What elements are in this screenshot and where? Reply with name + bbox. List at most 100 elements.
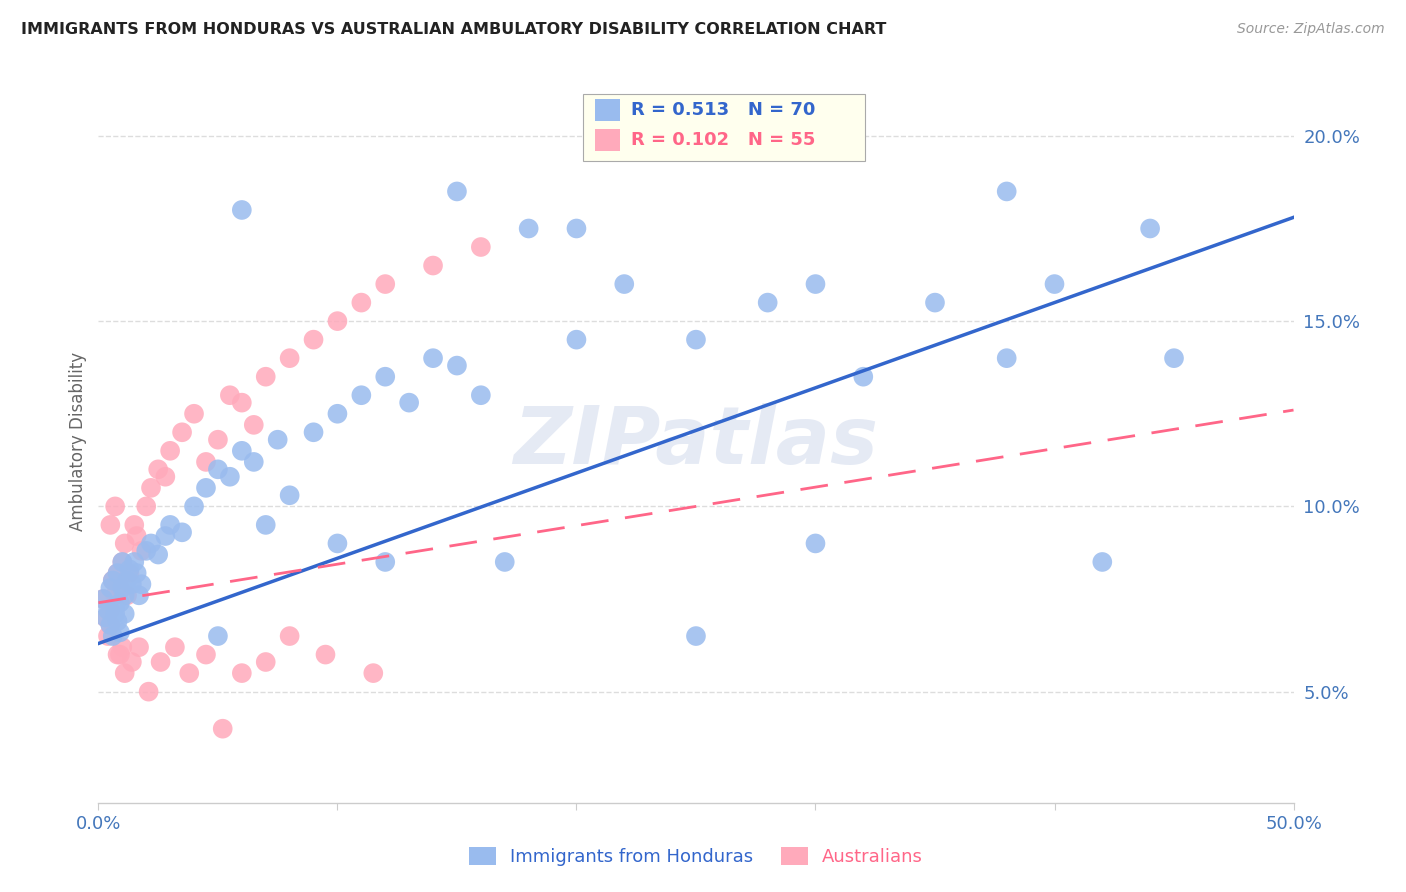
Point bbox=[685, 333, 707, 347]
Point bbox=[1139, 221, 1161, 235]
Point bbox=[756, 295, 779, 310]
Point bbox=[114, 666, 136, 681]
Point bbox=[494, 555, 516, 569]
Point bbox=[172, 425, 194, 440]
Point bbox=[326, 314, 349, 328]
Point bbox=[231, 395, 253, 409]
Point bbox=[183, 407, 205, 421]
Point bbox=[374, 555, 396, 569]
Point bbox=[121, 655, 143, 669]
Point bbox=[111, 640, 134, 655]
Point bbox=[211, 722, 233, 736]
Point bbox=[613, 277, 636, 291]
Text: IMMIGRANTS FROM HONDURAS VS AUSTRALIAN AMBULATORY DISABILITY CORRELATION CHART: IMMIGRANTS FROM HONDURAS VS AUSTRALIAN A… bbox=[21, 22, 886, 37]
Point bbox=[104, 607, 127, 621]
Point bbox=[124, 517, 146, 532]
Point bbox=[398, 395, 420, 409]
Point bbox=[231, 443, 253, 458]
Point bbox=[107, 614, 129, 628]
Point bbox=[98, 581, 122, 595]
Point bbox=[179, 666, 201, 681]
Point bbox=[422, 259, 444, 273]
Point bbox=[278, 629, 301, 643]
Point bbox=[94, 610, 117, 624]
Point bbox=[302, 333, 325, 347]
Point bbox=[363, 666, 385, 681]
Point bbox=[128, 588, 150, 602]
Point bbox=[91, 592, 114, 607]
Point bbox=[135, 500, 157, 514]
Point bbox=[254, 517, 277, 532]
Point bbox=[159, 517, 181, 532]
Text: Source: ZipAtlas.com: Source: ZipAtlas.com bbox=[1237, 22, 1385, 37]
Point bbox=[121, 577, 143, 591]
Point bbox=[98, 517, 122, 532]
Point bbox=[114, 588, 136, 602]
Legend: Immigrants from Honduras, Australians: Immigrants from Honduras, Australians bbox=[461, 839, 931, 873]
Point bbox=[195, 481, 218, 495]
Point bbox=[135, 544, 157, 558]
Point bbox=[1091, 555, 1114, 569]
Point bbox=[139, 481, 162, 495]
Point bbox=[219, 388, 242, 402]
Point bbox=[804, 536, 827, 550]
Point bbox=[446, 185, 468, 199]
Point bbox=[278, 351, 301, 366]
Point bbox=[131, 544, 153, 558]
Point bbox=[118, 562, 141, 576]
Point bbox=[195, 648, 218, 662]
Point bbox=[278, 488, 301, 502]
Point bbox=[254, 655, 277, 669]
Point bbox=[326, 536, 349, 550]
Point bbox=[231, 202, 253, 217]
Point bbox=[207, 433, 229, 447]
Point bbox=[108, 581, 131, 595]
Point bbox=[114, 536, 136, 550]
Point bbox=[111, 555, 134, 569]
Point bbox=[114, 607, 136, 621]
Point bbox=[852, 369, 875, 384]
Point bbox=[183, 500, 205, 514]
Point bbox=[101, 574, 124, 588]
Point bbox=[111, 555, 134, 569]
Point bbox=[91, 592, 114, 607]
Y-axis label: Ambulatory Disability: Ambulatory Disability bbox=[69, 352, 87, 531]
Point bbox=[98, 618, 122, 632]
Point bbox=[108, 625, 131, 640]
Point bbox=[219, 469, 242, 483]
Point bbox=[139, 536, 162, 550]
Point bbox=[108, 648, 131, 662]
Point bbox=[108, 596, 131, 610]
Point bbox=[155, 529, 177, 543]
Point bbox=[124, 555, 146, 569]
Point bbox=[138, 684, 160, 698]
Point bbox=[125, 566, 148, 580]
Point bbox=[118, 566, 141, 580]
Point bbox=[125, 529, 148, 543]
Point bbox=[374, 277, 396, 291]
Point bbox=[924, 295, 946, 310]
Point bbox=[517, 221, 540, 235]
Point bbox=[115, 574, 138, 588]
Text: ZIPatlas: ZIPatlas bbox=[513, 402, 879, 481]
Point bbox=[148, 462, 170, 476]
Point bbox=[243, 417, 266, 432]
Point bbox=[326, 407, 349, 421]
Point bbox=[243, 455, 266, 469]
Point bbox=[350, 295, 373, 310]
Point bbox=[565, 221, 588, 235]
Point bbox=[107, 648, 129, 662]
Point bbox=[172, 525, 194, 540]
Point bbox=[101, 629, 124, 643]
Point bbox=[107, 566, 129, 580]
Point bbox=[422, 351, 444, 366]
Point bbox=[155, 469, 177, 483]
Point bbox=[131, 577, 153, 591]
Point bbox=[104, 588, 127, 602]
Point bbox=[207, 462, 229, 476]
Point bbox=[565, 333, 588, 347]
Point bbox=[159, 443, 181, 458]
Point bbox=[446, 359, 468, 373]
Point bbox=[470, 240, 492, 254]
Point bbox=[207, 629, 229, 643]
